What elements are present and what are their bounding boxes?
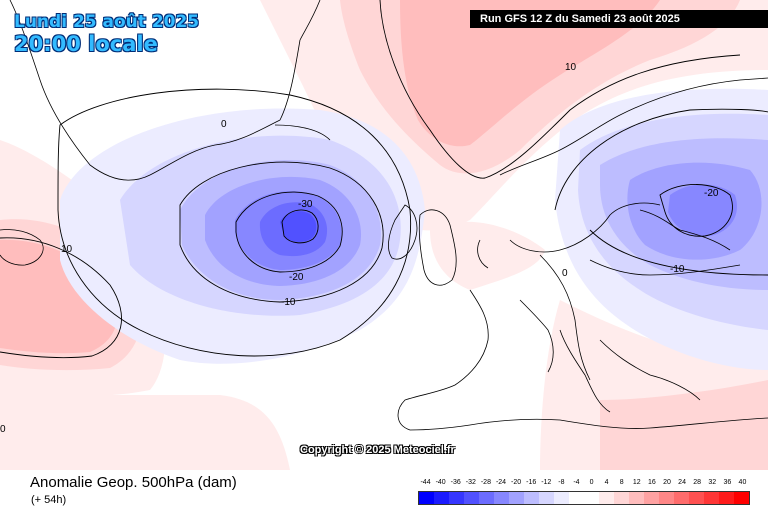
copyright-notice: Copyright © 2025 Meteociel.fr	[300, 444, 455, 456]
contour-label-10-west: 10	[61, 244, 73, 255]
color-scale-swatch	[419, 492, 434, 504]
color-scale-swatch	[509, 492, 524, 504]
color-scale-label: -12	[541, 479, 552, 486]
contour-label-0-left-edge: 0	[0, 424, 6, 435]
color-scale-swatch	[524, 492, 539, 504]
color-scale-swatch	[539, 492, 554, 504]
lead-time: (+ 54h)	[31, 494, 67, 506]
contour-label-minus20-atlantic: -20	[289, 272, 304, 283]
contour-lines	[0, 0, 768, 359]
color-scale-label: -28	[480, 479, 491, 486]
color-scale-swatch	[689, 492, 704, 504]
parameter-title: Anomalie Geop. 500hPa (dam)	[30, 474, 237, 491]
color-scale-label: -16	[526, 479, 537, 486]
color-scale-label: -24	[495, 479, 507, 486]
negative-anomaly-areas	[60, 88, 768, 370]
color-scale-label: -44	[420, 479, 431, 486]
color-scale-swatch	[674, 492, 689, 504]
color-scale-swatch	[554, 492, 569, 504]
contour-label-group: 10 0 -30 -20 -10 10 -20 -10 0 0	[0, 62, 719, 435]
contour-label-10-north: 10	[565, 62, 577, 73]
color-scale-label: 40	[738, 479, 747, 486]
color-scale-swatch	[734, 492, 749, 504]
color-scale-label: 32	[708, 479, 717, 486]
color-scale-bar	[418, 491, 750, 505]
forecast-time: 20:00 locale	[14, 32, 158, 56]
forecast-date: Lundi 25 août 2025	[14, 12, 200, 32]
color-scale-label: 8	[619, 479, 624, 486]
color-scale-label: -20	[511, 479, 522, 486]
color-scale-labels: -44 -40 -36 -32 -28 -24 -20 -16 -12 -8 -4 0 4 8 12 16 20…	[414, 479, 754, 489]
color-scale-label: 0	[589, 479, 594, 486]
contour-label-0-greenland: 0	[221, 119, 227, 130]
color-scale-label: 4	[604, 479, 609, 486]
coastlines	[0, 0, 768, 431]
contour-label-minus10-atlantic: -10	[281, 297, 296, 308]
color-scale-swatch	[614, 492, 629, 504]
color-scale-swatch	[434, 492, 449, 504]
contour-label-0-europe: 0	[562, 268, 568, 279]
color-scale-swatch	[464, 492, 479, 504]
contour-label-minus30: -30	[298, 199, 313, 210]
model-run-banner: Run GFS 12 Z du Samedi 23 août 2025	[470, 10, 768, 28]
color-scale-swatch	[599, 492, 614, 504]
color-scale-label: -36	[450, 479, 461, 486]
color-scale-label: 28	[693, 479, 702, 486]
color-scale-swatch	[584, 492, 599, 504]
color-scale-swatch	[479, 492, 494, 504]
color-scale-swatch	[719, 492, 734, 504]
color-scale-label: 36	[723, 479, 732, 486]
color-scale-label: 20	[663, 479, 671, 486]
color-scale-swatch	[569, 492, 584, 504]
color-scale-label: 24	[678, 479, 686, 486]
color-scale-swatch	[644, 492, 659, 504]
contour-label-minus10-russia: -10	[670, 264, 685, 275]
color-scale-label: -40	[435, 479, 446, 486]
anomaly-map: 10 0 -30 -20 -10 10 -20 -10 0 0	[0, 0, 768, 470]
color-scale-swatch	[494, 492, 509, 504]
color-scale-label: 16	[648, 479, 656, 486]
color-scale-swatch	[704, 492, 719, 504]
color-scale-swatch	[629, 492, 644, 504]
color-scale-label: -4	[573, 479, 580, 486]
color-scale-swatch	[449, 492, 464, 504]
contour-label-minus20-russia: -20	[704, 188, 719, 199]
color-scale-swatch	[659, 492, 674, 504]
color-scale-label: -8	[558, 479, 565, 486]
color-scale-label: 12	[632, 479, 641, 486]
color-scale-label: -32	[465, 479, 476, 486]
